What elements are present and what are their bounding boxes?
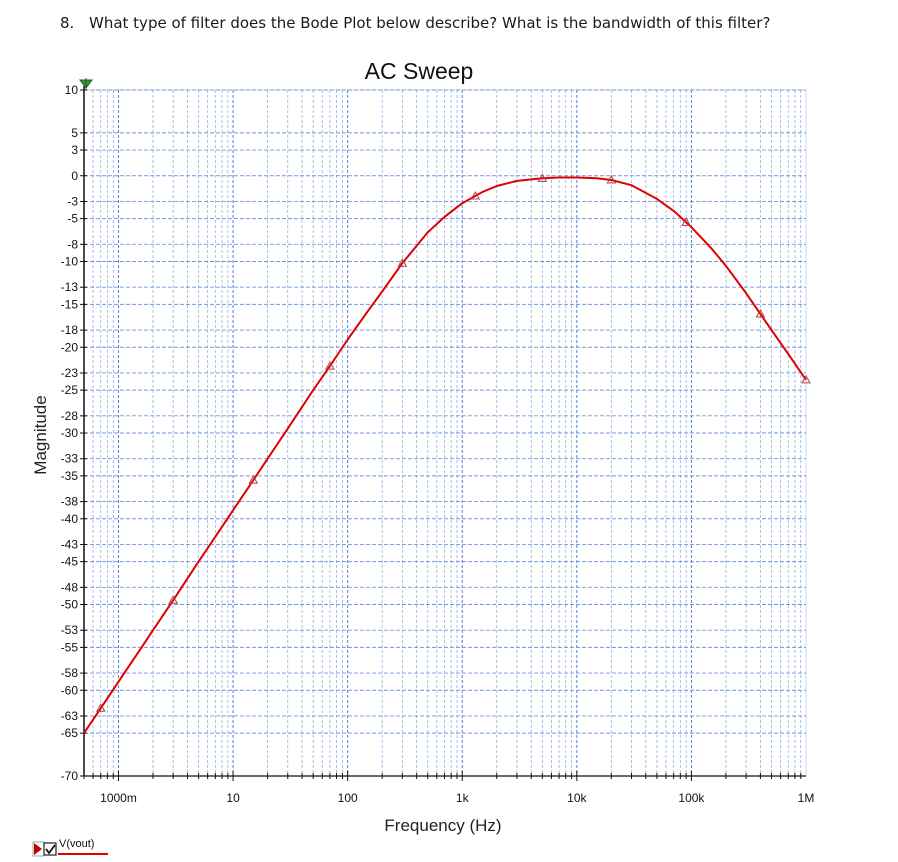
data-point-marker (755, 308, 766, 318)
data-point-marker (248, 475, 259, 484)
y-tick-label: -3 (67, 194, 78, 208)
y-tick-label: -65 (61, 726, 79, 740)
x-tick-label: 1k (456, 791, 470, 805)
data-point-marker (397, 258, 408, 267)
y-tick-label: -15 (61, 297, 79, 311)
data-point-marker (325, 361, 335, 370)
data-point-marker (801, 374, 811, 384)
y-tick-labels: 10 5 3 0 -3 -5 -8 -10 -13 -15 -18 -20 -23 -25 -28 -30 -3… (61, 83, 79, 783)
x-tick-label: 10k (567, 791, 587, 805)
data-point-marker (537, 173, 548, 182)
x-axis-label: Frequency (Hz) (384, 816, 501, 835)
y-tick-label: -25 (61, 383, 79, 397)
y-tick-label: -23 (61, 366, 79, 380)
data-point-marker (95, 703, 106, 712)
y-tick-label: -48 (61, 580, 79, 594)
legend-checkbox[interactable] (43, 842, 57, 856)
data-point-marker (168, 595, 179, 604)
question-text: What type of filter does the Bode Plot b… (89, 14, 770, 32)
y-tick-label: -55 (61, 640, 79, 654)
x-tick-labels: 1000m 10 100 1k 10k 100k 1M (100, 791, 814, 805)
y-tick-label: 10 (65, 83, 79, 97)
y-tick-label: -10 (61, 255, 79, 269)
y-tick-label: -60 (61, 683, 79, 697)
y-tick-label: -50 (61, 598, 79, 612)
data-point-marker (606, 175, 617, 184)
series-line-vout (83, 176, 807, 734)
x-tick-label: 10 (226, 791, 240, 805)
y-tick-label: -30 (61, 426, 79, 440)
x-tick-label: 100k (678, 791, 705, 805)
y-tick-label: -38 (61, 495, 79, 509)
y-tick-label: -70 (61, 769, 79, 783)
data-point-marker (470, 190, 481, 200)
legend-series-label: V(vout) (59, 838, 94, 850)
y-axis-label: Magnitude (31, 395, 50, 474)
legend: V(vout) (32, 838, 108, 857)
data-point-marker (681, 217, 692, 226)
question-number: 8. (60, 14, 74, 32)
x-tick-label: 100 (338, 791, 358, 805)
y-tick-label: -5 (67, 212, 78, 226)
y-tick-label: -63 (61, 709, 79, 723)
axes (80, 86, 806, 781)
legend-play-icon[interactable] (32, 841, 45, 857)
y-tick-label: 3 (71, 143, 78, 157)
chart-title: AC Sweep (365, 58, 474, 84)
y-tick-label: -43 (61, 537, 79, 551)
y-tick-label: -45 (61, 555, 79, 569)
y-tick-label: -18 (61, 323, 79, 337)
y-tick-label: -13 (61, 280, 79, 294)
y-tick-label: -28 (61, 409, 79, 423)
y-tick-label: -53 (61, 623, 79, 637)
y-tick-label: -40 (61, 512, 79, 526)
y-tick-label: -8 (67, 237, 78, 251)
y-tick-label: -58 (61, 666, 79, 680)
y-tick-label: 5 (71, 126, 78, 140)
y-tick-label: 0 (71, 169, 78, 183)
x-tick-label: 1000m (100, 791, 137, 805)
y-tick-label: -33 (61, 452, 79, 466)
y-tick-label: -20 (61, 340, 79, 354)
cursor-flag-icon[interactable] (79, 78, 93, 90)
x-tick-label: 1M (798, 791, 815, 805)
y-tick-label: -35 (61, 469, 79, 483)
series-layer (83, 173, 811, 734)
